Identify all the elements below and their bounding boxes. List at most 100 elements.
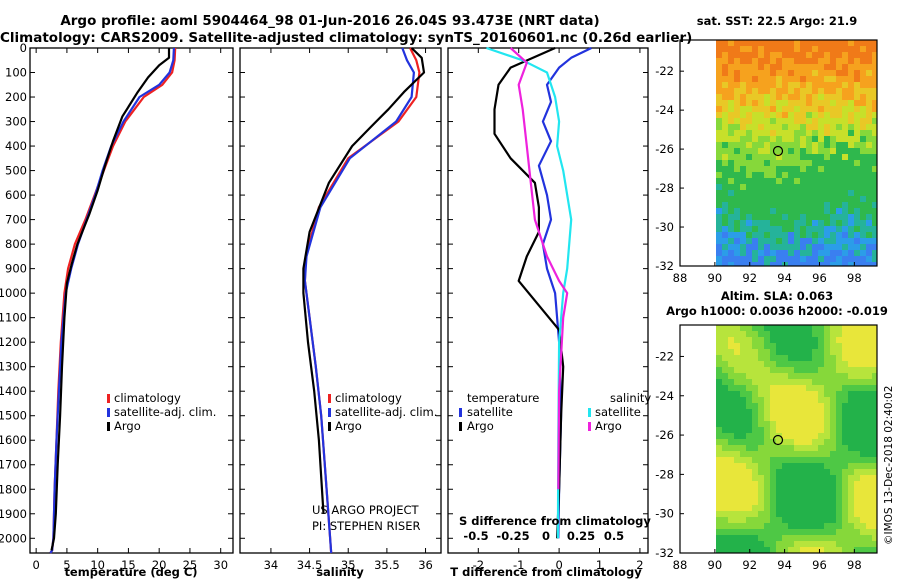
sla-cell [776,403,782,409]
sla-cell [776,361,782,367]
sla-cell [854,433,860,439]
sla-cell [758,469,764,475]
sla-cell [824,517,830,523]
sst-cell [848,58,854,64]
sla-cell [848,409,854,415]
sst-cell [842,112,848,118]
x-tick-label: 25 [183,558,198,572]
sst-cell [800,76,806,82]
sst-cell [866,166,872,172]
sst-cell [800,112,806,118]
sst-cell [800,190,806,196]
sst-cell [734,82,740,88]
series-line-salinity-satellite [486,46,573,539]
sst-cell [716,166,722,172]
sst-cell [818,76,824,82]
sla-cell [842,379,848,385]
sla-cell [752,415,758,421]
sla-cell [860,433,866,439]
sst-cell [752,232,758,238]
sla-cell [740,349,746,355]
sst-cell [800,244,806,250]
sla-cell [800,535,806,541]
sla-cell [788,427,794,433]
sst-cell [872,220,877,226]
sla-cell [716,523,722,529]
sst-cell [740,172,746,178]
sst-cell [812,196,818,202]
sla-cell [806,511,812,517]
sla-cell [848,463,854,469]
profile-location-marker [772,145,784,157]
sst-cell [746,220,752,226]
sst-cell [782,70,788,76]
sst-cell [716,244,722,250]
sla-cell [728,493,734,499]
sla-cell [722,499,728,505]
sst-cell [728,196,734,202]
sst-cell [788,190,794,196]
sla-cell [746,457,752,463]
sst-cell [746,94,752,100]
difference-axes [447,47,649,554]
sla-cell [824,409,830,415]
sla-cell [824,469,830,475]
sst-cell [794,232,800,238]
sst-cell [824,124,830,130]
sla-cell [764,493,770,499]
sst-cell [776,118,782,124]
sla-cell [770,535,776,541]
sst-cell [764,208,770,214]
sst-cell [794,262,800,266]
sla-cell [746,499,752,505]
sla-cell [770,433,776,439]
sla-cell [758,391,764,397]
sst-cell [716,202,722,208]
sla-cell [722,409,728,415]
sla-cell [746,385,752,391]
sst-cell [866,256,872,262]
sst-cell [764,244,770,250]
sla-cell [776,475,782,481]
sla-cell [716,481,722,487]
sla-cell [806,445,812,451]
sla-cell [776,499,782,505]
sla-cell [812,373,818,379]
x-tick-label: 2 [636,558,643,572]
sla-cell [824,379,830,385]
sst-cell [740,82,746,88]
sst-cell [806,148,812,154]
sla-cell [866,535,872,541]
sst-cell [716,94,722,100]
sla-cell [740,397,746,403]
sst-cell [842,136,848,142]
sla-cell [830,541,836,547]
sst-cell [728,106,734,112]
sla-cell [770,415,776,421]
sla-cell [860,547,866,553]
sst-cell [848,106,854,112]
sst-cell [734,256,740,262]
sla-cell [824,505,830,511]
sla-cell [728,481,734,487]
sst-cell [830,112,836,118]
sla-cell [794,325,800,331]
sst-cell [842,76,848,82]
sla-cell [860,355,866,361]
sst-cell [836,52,842,58]
sla-cell [776,439,782,445]
sst-cell [758,88,764,94]
sla-cell [746,493,752,499]
sla-cell [734,331,740,337]
sst-cell [770,238,776,244]
sst-cell [740,112,746,118]
sla-cell [830,547,836,553]
sla-cell [824,391,830,397]
sla-cell [728,511,734,517]
sla-cell [716,403,722,409]
sst-cell [818,190,824,196]
sst-cell [842,52,848,58]
sla-cell [752,361,758,367]
sla-cell [866,517,872,523]
sst-cell [848,124,854,130]
